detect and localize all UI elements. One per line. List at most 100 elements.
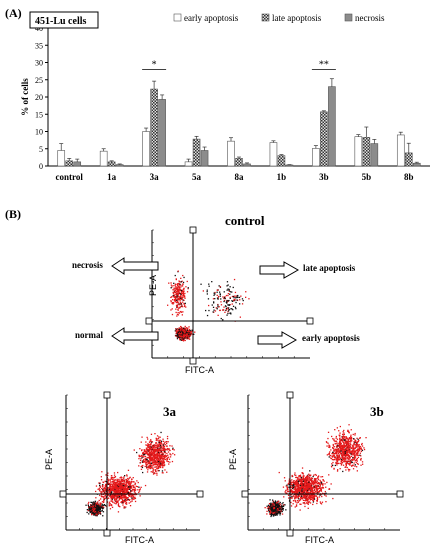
event-dot <box>110 504 113 506</box>
event-dot <box>231 308 233 310</box>
event-dot <box>175 328 177 330</box>
event-dot <box>307 484 309 486</box>
event-dot <box>180 306 182 308</box>
category-label: 1b <box>277 172 287 182</box>
event-dot <box>157 446 159 448</box>
event-dot <box>321 476 324 478</box>
event-dot <box>123 488 126 490</box>
event-dot <box>323 480 325 482</box>
event-dot <box>276 510 278 512</box>
event-dot <box>288 480 290 482</box>
event-dot <box>320 502 322 504</box>
event-dot <box>115 492 117 494</box>
event-dot <box>309 479 311 482</box>
event-dot <box>126 474 128 476</box>
event-dot <box>159 445 162 447</box>
event-dot <box>177 286 179 288</box>
event-dot <box>183 334 185 336</box>
event-dot <box>175 308 177 310</box>
event-dot <box>162 447 164 449</box>
event-dot <box>313 500 315 502</box>
event-dot <box>157 444 159 446</box>
event-dot <box>299 484 302 487</box>
event-dot <box>123 482 125 485</box>
event-dot <box>180 293 182 296</box>
event-dot <box>120 501 122 503</box>
event-dot <box>274 502 276 504</box>
event-dot <box>120 488 122 490</box>
event-dot <box>100 479 103 481</box>
event-dot <box>103 504 106 506</box>
event-dot <box>269 513 271 515</box>
event-dot <box>155 463 157 466</box>
event-dot <box>99 504 101 506</box>
event-dot <box>108 489 111 492</box>
event-dot <box>278 511 281 513</box>
event-dot <box>158 465 160 467</box>
event-dot <box>122 489 124 491</box>
event-dot <box>315 487 317 489</box>
event-dot <box>119 486 122 488</box>
event-dot <box>141 457 143 459</box>
event-dot <box>148 462 150 465</box>
event-dot <box>311 494 313 496</box>
event-dot <box>98 482 100 484</box>
event-dot <box>92 503 94 505</box>
event-dot <box>311 482 313 484</box>
event-dot <box>96 507 98 510</box>
event-dot <box>229 286 231 288</box>
event-dot <box>147 438 149 440</box>
event-dot <box>123 480 125 482</box>
event-dot <box>227 300 229 302</box>
event-dot <box>109 495 111 497</box>
event-dot <box>236 296 238 299</box>
event-dot <box>226 285 228 287</box>
event-dot <box>278 471 280 474</box>
event-dot <box>146 452 148 454</box>
event-dot <box>109 485 111 487</box>
event-dot <box>172 302 174 304</box>
event-dot <box>269 507 271 509</box>
event-dot <box>150 446 153 448</box>
event-dot <box>114 476 116 479</box>
event-dot <box>296 480 298 483</box>
event-dot <box>225 294 228 297</box>
event-dot <box>176 298 178 300</box>
event-dot <box>178 331 180 333</box>
event-dot <box>176 296 178 298</box>
event-dot <box>110 487 112 489</box>
event-dot <box>153 459 155 462</box>
event-dot <box>104 486 106 488</box>
event-dot <box>231 291 233 293</box>
event-dot <box>332 438 334 440</box>
event-dot <box>188 338 190 340</box>
event-dot <box>294 506 296 508</box>
event-dot <box>172 295 174 297</box>
event-dot <box>298 478 300 480</box>
event-dot <box>303 496 306 498</box>
event-dot <box>306 488 308 491</box>
event-dot <box>139 488 141 490</box>
event-dot <box>118 483 120 485</box>
event-dot <box>241 298 244 300</box>
event-dot <box>148 449 150 452</box>
event-dot <box>178 293 180 295</box>
event-dot <box>320 481 323 484</box>
event-dot <box>339 437 341 439</box>
event-dot <box>287 490 289 493</box>
event-dot <box>233 278 236 281</box>
event-dot <box>98 507 100 509</box>
event-dot <box>120 488 122 491</box>
event-dot <box>296 502 298 504</box>
cell-line-label: 451-Lu cells <box>35 16 86 27</box>
event-dot <box>290 480 292 482</box>
event-dot <box>173 282 175 284</box>
event-dot <box>157 438 160 440</box>
event-dot <box>167 454 169 456</box>
event-dot <box>310 493 312 496</box>
event-dot <box>277 507 279 509</box>
event-dot <box>162 440 165 442</box>
event-dot <box>189 333 191 335</box>
event-dot <box>288 490 290 493</box>
event-dot <box>303 495 305 497</box>
